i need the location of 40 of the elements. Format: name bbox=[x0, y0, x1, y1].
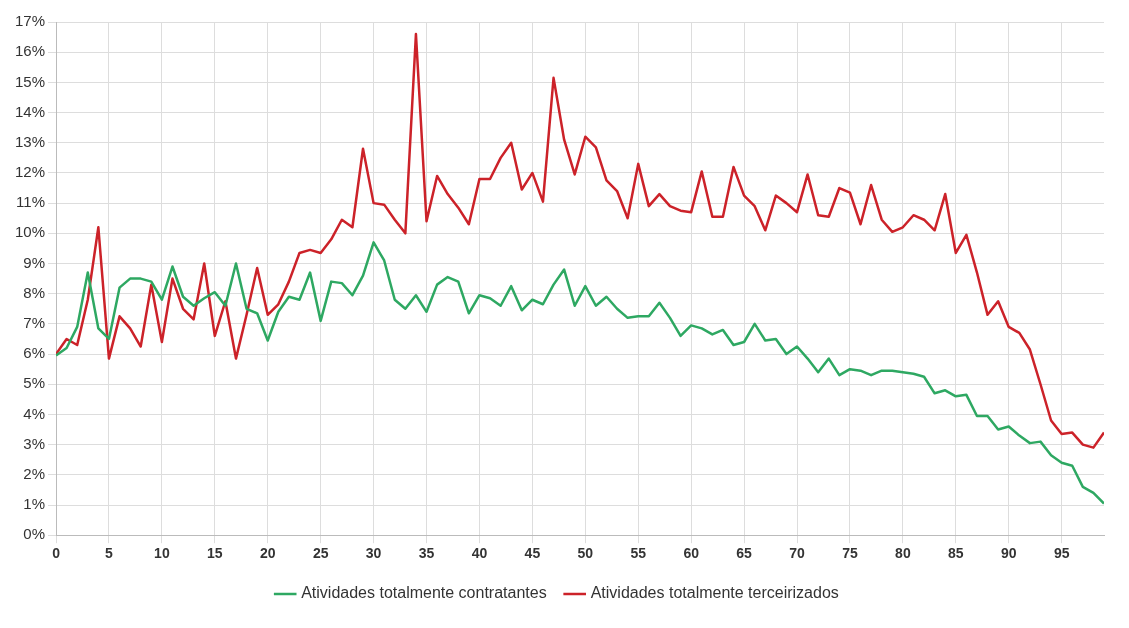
x-tick-label: 45 bbox=[524, 545, 541, 562]
x-tick-label: 20 bbox=[259, 545, 276, 562]
y-tick-label: 8% bbox=[23, 283, 46, 301]
x-tick-label: 85 bbox=[948, 545, 964, 562]
y-tick-label: 17% bbox=[14, 12, 46, 30]
y-tick-label: 6% bbox=[23, 344, 46, 362]
x-tick-label: 15 bbox=[207, 545, 223, 562]
y-tick-label: 15% bbox=[14, 72, 46, 90]
y-tick-label: 7% bbox=[23, 314, 46, 332]
x-tick-label: 60 bbox=[683, 545, 700, 562]
y-tick-label: 3% bbox=[23, 434, 46, 452]
y-tick-label: 0% bbox=[23, 525, 46, 543]
y-tick-label: 1% bbox=[23, 495, 46, 513]
x-tick-label: 80 bbox=[895, 545, 911, 562]
x-tick-label: 75 bbox=[842, 545, 858, 562]
x-tick-label: 40 bbox=[471, 545, 488, 562]
x-tick-label: 70 bbox=[789, 545, 806, 562]
y-tick-label: 5% bbox=[23, 374, 46, 392]
y-tick-label: 11% bbox=[16, 193, 46, 211]
y-tick-label: 10% bbox=[14, 223, 46, 241]
y-tick-label: 13% bbox=[14, 132, 46, 150]
y-tick-label: 9% bbox=[23, 253, 46, 271]
y-tick-label: 12% bbox=[14, 163, 46, 181]
x-tick-label: 5 bbox=[105, 545, 114, 562]
x-tick-label: 0 bbox=[52, 545, 61, 562]
x-tick-label: 55 bbox=[630, 545, 647, 562]
x-tick-label: 95 bbox=[1053, 545, 1070, 562]
legend-label: Atividades totalmente terceirizados bbox=[590, 584, 839, 602]
x-tick-label: 90 bbox=[1000, 545, 1017, 562]
x-tick-label: 50 bbox=[577, 545, 594, 562]
legend-label: Atividades totalmente contratantes bbox=[301, 584, 547, 602]
y-tick-label: 4% bbox=[23, 404, 46, 422]
x-tick-label: 10 bbox=[154, 545, 170, 562]
y-tick-label: 2% bbox=[23, 464, 46, 482]
y-tick-label: 16% bbox=[14, 42, 46, 60]
x-tick-label: 30 bbox=[365, 545, 382, 562]
x-tick-label: 25 bbox=[312, 545, 329, 562]
x-tick-label: 65 bbox=[736, 545, 753, 562]
y-tick-label: 14% bbox=[14, 102, 46, 120]
x-tick-label: 35 bbox=[418, 545, 435, 562]
